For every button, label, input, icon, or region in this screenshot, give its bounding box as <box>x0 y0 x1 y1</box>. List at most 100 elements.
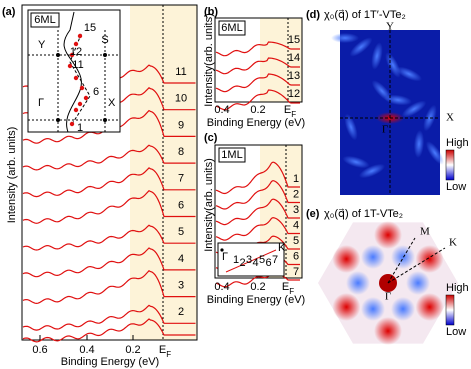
y-axis-label: Intensity(arb. units) <box>203 158 215 252</box>
curve-label: 2 <box>293 188 299 200</box>
blob <box>406 271 430 295</box>
tag: 6ML <box>34 14 55 26</box>
ef-label: EF <box>282 281 294 296</box>
blob <box>391 245 415 270</box>
bz-point <box>220 248 224 252</box>
curve-label: 4 <box>178 253 184 265</box>
path-label: 1 <box>77 122 83 134</box>
colorbar-label: High <box>446 282 469 294</box>
x-tick-label: 0.4 <box>214 104 229 116</box>
path-label: 11 <box>72 59 83 71</box>
bz-point <box>103 118 107 122</box>
colorbar-label: Low <box>446 181 466 193</box>
x-axis-label: Binding Energy (eV) <box>207 117 305 129</box>
x-axis-label: Binding Energy (eV) <box>61 356 159 368</box>
spectrum-curve <box>215 57 300 75</box>
ef-subscript: F <box>291 110 296 119</box>
ef-letter: E <box>282 281 289 293</box>
cut-point <box>79 85 85 91</box>
path-label: 6 <box>93 86 99 98</box>
cut-point <box>67 63 73 69</box>
path-label: 12 <box>70 46 82 58</box>
blob <box>415 293 444 321</box>
curve-label: 5 <box>178 226 184 238</box>
cut-label: 7 <box>272 254 278 266</box>
curve-label: 10 <box>175 93 187 105</box>
cut-point <box>69 121 75 127</box>
panel-title: χ₀(q⃗) of 1T-VTe₂ <box>324 208 403 220</box>
spectrum-curve <box>215 89 300 111</box>
cut-point <box>69 52 75 58</box>
curve-label: 3 <box>293 204 299 216</box>
ef-subscript: F <box>289 287 294 296</box>
cut-label: 2 <box>239 257 245 269</box>
heatmap-feature <box>342 155 370 169</box>
bz-point <box>56 118 60 122</box>
bz-point <box>103 53 107 57</box>
curve-label: 8 <box>178 146 184 158</box>
ef-label: EF <box>284 104 296 119</box>
tag-box <box>218 20 246 36</box>
colorbar <box>445 294 455 326</box>
spectrum-curve <box>22 224 196 251</box>
cut-point <box>73 107 79 113</box>
x-tick-label: 0.4 <box>79 344 94 356</box>
cut-label: 5 <box>259 254 265 266</box>
cut-label: 6 <box>265 257 271 269</box>
point-label: Γ <box>385 291 391 303</box>
plot-frame <box>214 17 303 103</box>
panel-label: (b) <box>204 6 218 18</box>
spectrum-curve <box>22 167 196 198</box>
x-tick-label: 0.4 <box>214 281 229 293</box>
spectrum-curve <box>22 304 196 331</box>
colorbar-label: Low <box>446 326 466 338</box>
curve-label: 15 <box>288 34 300 46</box>
curve-label: 6 <box>178 199 184 211</box>
colorbar-label: High <box>446 137 469 149</box>
blob <box>391 296 415 321</box>
cut-path <box>69 31 91 125</box>
tag: 1ML <box>221 149 242 161</box>
path-label: 15 <box>84 22 96 34</box>
curve-label: 2 <box>178 306 184 318</box>
curve-label: 4 <box>293 219 299 231</box>
point-label: K <box>278 242 286 254</box>
plot-frame <box>21 4 198 341</box>
panel-label: (d) <box>306 9 320 21</box>
cut-label: 3 <box>246 254 252 266</box>
blob <box>361 245 385 270</box>
point-label: Y <box>38 39 46 51</box>
curve-label: 3 <box>178 280 184 292</box>
cut-line <box>387 237 416 284</box>
spectrum-curve <box>215 216 300 241</box>
cut-line <box>387 247 446 284</box>
shade <box>130 5 197 340</box>
ef-letter: E <box>159 344 166 356</box>
curve-label: 12 <box>288 88 300 100</box>
spectrum-curve <box>22 270 196 305</box>
spectrum-curve <box>22 318 196 343</box>
heatmap-feature <box>396 66 422 82</box>
cut-point <box>77 101 83 107</box>
cut-point <box>77 33 83 39</box>
curve-label: 7 <box>293 266 299 278</box>
curve-label: 1 <box>293 173 299 185</box>
curve-label: 11 <box>175 66 186 78</box>
spectrum-curve <box>22 247 196 278</box>
x-tick-label: 0.2 <box>250 281 265 293</box>
spectrum-curve <box>22 189 196 224</box>
heatmap-feature <box>344 113 358 141</box>
cut-label: 4 <box>252 257 258 269</box>
heatmap-feature <box>358 163 386 179</box>
heatmap-feature <box>349 37 373 57</box>
y-axis-label: Intensity (arb. units) <box>6 127 18 224</box>
blob <box>374 317 402 345</box>
curve-label: 5 <box>293 235 299 247</box>
spectrum-curve <box>215 73 300 93</box>
heatmap-feature <box>401 100 427 118</box>
panel-label: (e) <box>306 208 320 220</box>
inset <box>27 9 121 133</box>
ef-letter: E <box>284 104 291 116</box>
point-label: Γ <box>382 124 388 136</box>
